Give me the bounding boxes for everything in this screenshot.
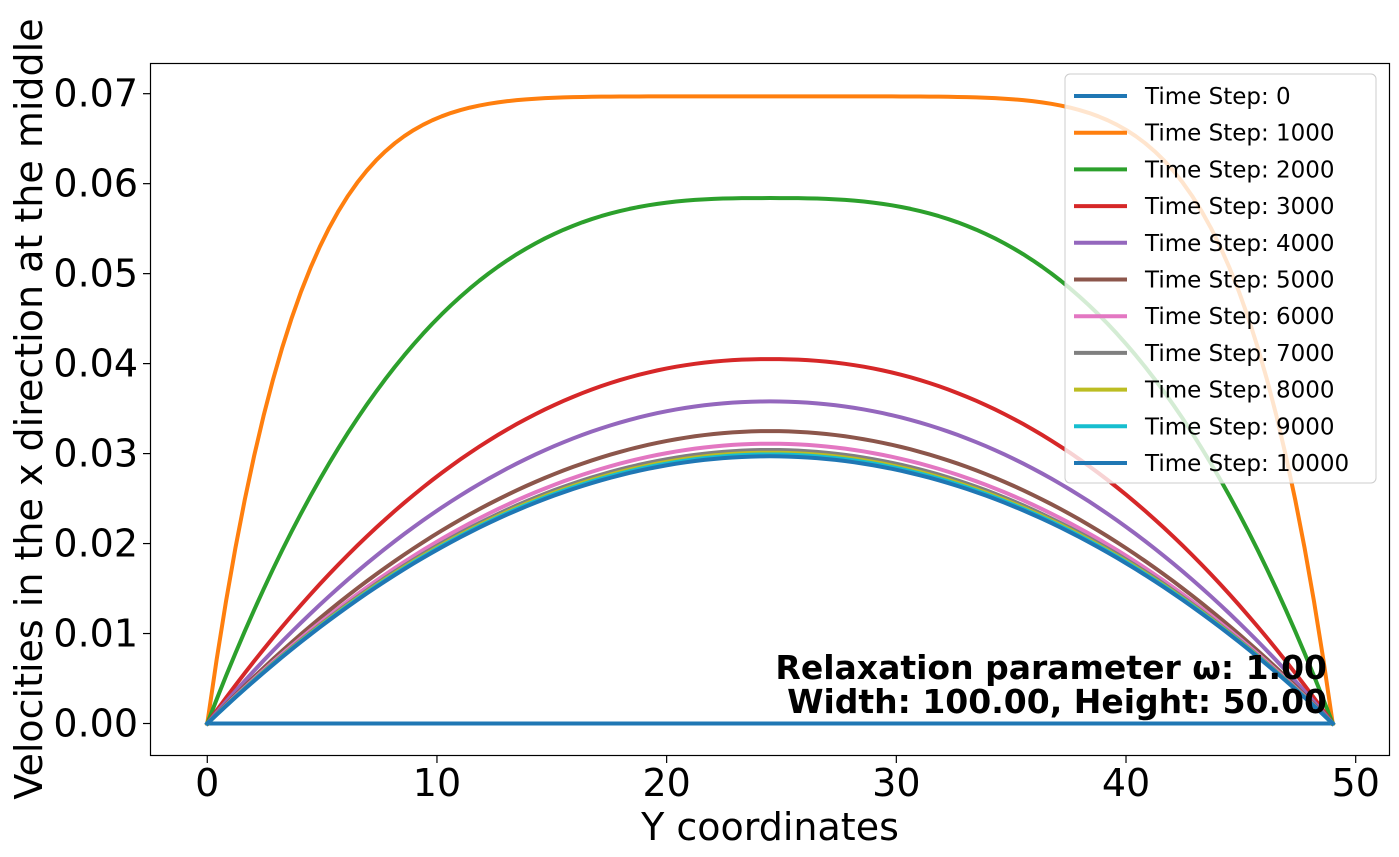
series-line-10 (204, 454, 1336, 727)
plot-frame (149, 62, 1391, 757)
y-tick-label: 0.03 (53, 432, 138, 476)
y-tick-label: 0.00 (53, 702, 138, 746)
y-axis-label: Velocities in the x direction at the mid… (7, 18, 51, 799)
y-tick-label: 0.04 (53, 342, 138, 386)
legend-label: Time Step: 5000 (1144, 268, 1335, 294)
x-tick-label: 0 (195, 761, 219, 805)
legend: Time Step: 0 Time Step: 1000 Time Step: 20… (1064, 73, 1377, 484)
x-axis-ticks: 0 10 20 30 40 50 (195, 755, 1380, 805)
y-tick-label: 0.02 (53, 522, 138, 566)
x-tick-label: 10 (413, 761, 461, 805)
y-axis-ticks: 0.00 0.01 0.02 0.03 0.04 0.05 0.06 0.07 (53, 72, 151, 746)
series-line-3 (204, 357, 1336, 727)
annotation-relaxation: Relaxation parameter ω: 1.00 (775, 648, 1327, 687)
legend-label: Time Step: 1000 (1144, 121, 1335, 147)
legend-label: Time Step: 2000 (1144, 157, 1335, 183)
series-line-4 (204, 399, 1336, 727)
x-axis-label: Y coordinates (640, 805, 899, 849)
annotation-dimensions: Width: 100.00, Height: 50.00 (787, 682, 1327, 721)
legend-label: Time Step: 8000 (1144, 378, 1335, 404)
legend-label: Time Step: 3000 (1144, 194, 1335, 220)
legend-label: Time Step: 6000 (1144, 304, 1335, 330)
x-tick-label: 40 (1102, 761, 1150, 805)
legend-label: Time Step: 7000 (1144, 341, 1335, 367)
y-tick-label: 0.06 (53, 162, 138, 206)
x-tick-label: 50 (1332, 761, 1380, 805)
series-layer (204, 94, 1336, 727)
y-tick-label: 0.07 (53, 72, 138, 116)
x-tick-label: 30 (872, 761, 920, 805)
x-tick-label: 20 (642, 761, 690, 805)
legend-box (1064, 73, 1377, 484)
series-line-5 (204, 429, 1336, 727)
legend-label: Time Step: 4000 (1144, 231, 1335, 257)
legend-label: Time Step: 0 (1144, 84, 1291, 110)
legend-label: Time Step: 9000 (1144, 414, 1335, 440)
legend-label: Time Step: 10000 (1144, 451, 1349, 477)
legend-items: Time Step: 0 Time Step: 1000 Time Step: 20… (1074, 84, 1349, 477)
y-tick-label: 0.01 (53, 612, 138, 656)
y-tick-label: 0.05 (53, 252, 138, 296)
series-line-6 (204, 441, 1336, 727)
